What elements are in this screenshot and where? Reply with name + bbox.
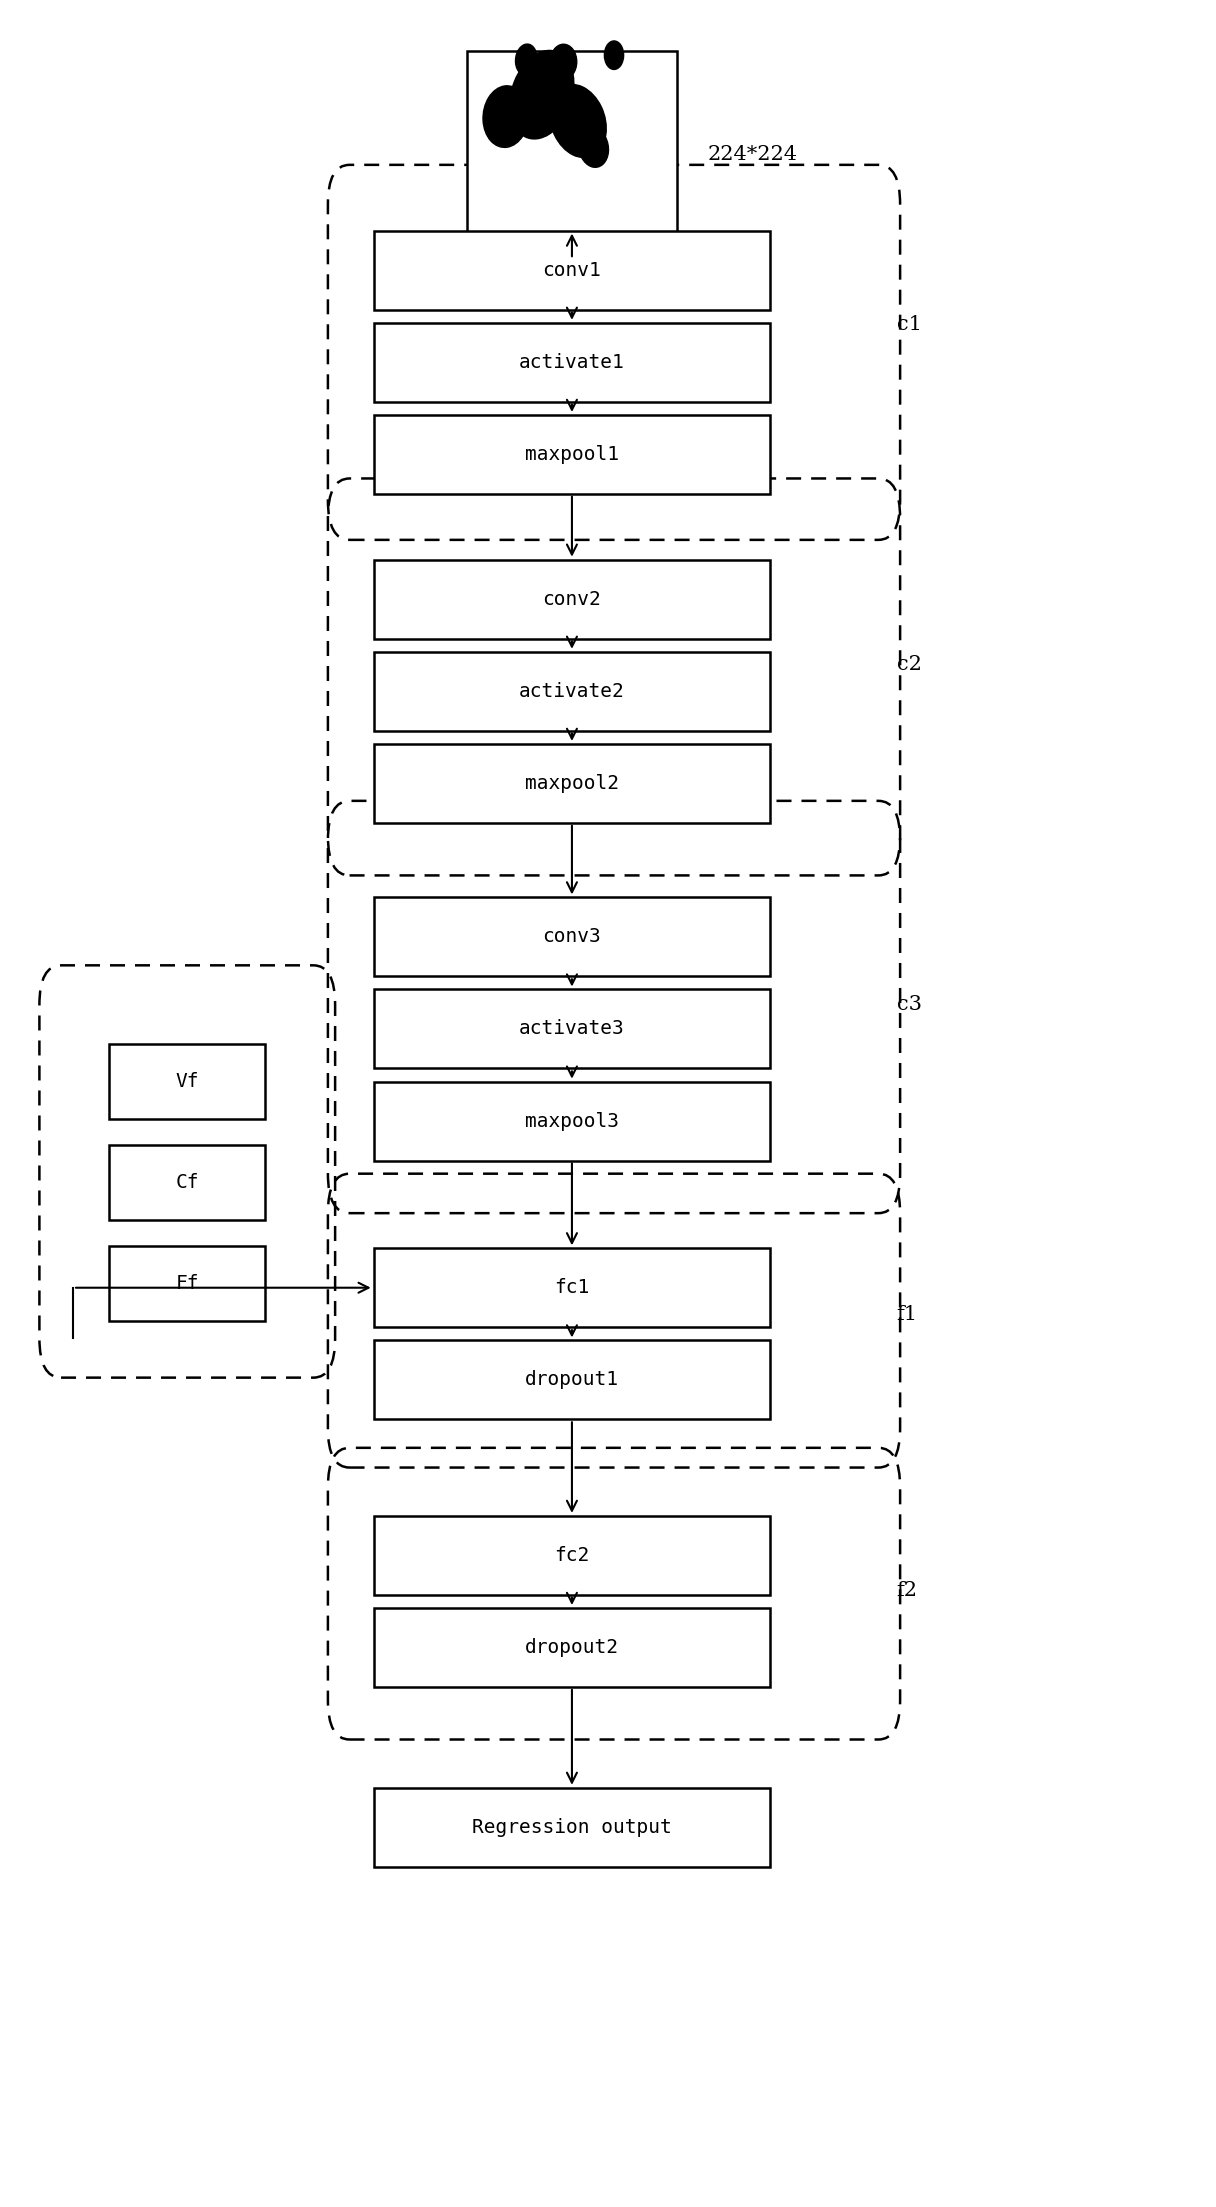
Text: Regression output: Regression output <box>472 1819 671 1836</box>
FancyBboxPatch shape <box>373 561 770 638</box>
FancyBboxPatch shape <box>373 989 770 1068</box>
FancyBboxPatch shape <box>373 1249 770 1326</box>
Text: dropout1: dropout1 <box>525 1371 619 1390</box>
Text: c1: c1 <box>896 316 922 335</box>
Text: activate2: activate2 <box>519 682 625 700</box>
FancyBboxPatch shape <box>109 1145 265 1220</box>
Text: dropout2: dropout2 <box>525 1638 619 1657</box>
Text: fc2: fc2 <box>554 1545 590 1565</box>
FancyBboxPatch shape <box>109 1044 265 1119</box>
FancyBboxPatch shape <box>373 1081 770 1161</box>
Ellipse shape <box>550 84 607 157</box>
Text: Cf: Cf <box>175 1172 199 1192</box>
FancyBboxPatch shape <box>373 232 770 309</box>
Ellipse shape <box>551 44 576 79</box>
Text: f2: f2 <box>896 1580 918 1600</box>
FancyBboxPatch shape <box>109 1247 265 1320</box>
Bar <box>467 51 677 258</box>
Ellipse shape <box>510 51 574 139</box>
Ellipse shape <box>579 128 608 168</box>
Ellipse shape <box>483 86 529 148</box>
FancyBboxPatch shape <box>373 415 770 494</box>
FancyBboxPatch shape <box>373 322 770 402</box>
Ellipse shape <box>604 42 624 68</box>
Text: activate1: activate1 <box>519 353 625 371</box>
Text: f1: f1 <box>896 1304 918 1324</box>
Text: Vf: Vf <box>175 1073 199 1090</box>
Text: 224*224: 224*224 <box>708 146 798 166</box>
Text: Ff: Ff <box>175 1273 199 1293</box>
Ellipse shape <box>516 44 537 75</box>
FancyBboxPatch shape <box>373 1516 770 1596</box>
Text: conv3: conv3 <box>542 927 601 947</box>
FancyBboxPatch shape <box>373 1340 770 1419</box>
Text: conv1: conv1 <box>542 260 601 280</box>
Text: maxpool3: maxpool3 <box>525 1112 619 1130</box>
FancyBboxPatch shape <box>373 651 770 731</box>
Text: activate3: activate3 <box>519 1020 625 1039</box>
Text: maxpool1: maxpool1 <box>525 446 619 463</box>
Text: c3: c3 <box>896 995 922 1015</box>
Text: conv2: conv2 <box>542 589 601 609</box>
Text: c2: c2 <box>896 655 922 675</box>
FancyBboxPatch shape <box>373 898 770 975</box>
Text: fc1: fc1 <box>554 1278 590 1298</box>
FancyBboxPatch shape <box>373 1609 770 1686</box>
FancyBboxPatch shape <box>373 744 770 823</box>
Text: maxpool2: maxpool2 <box>525 775 619 792</box>
FancyBboxPatch shape <box>373 1788 770 1867</box>
